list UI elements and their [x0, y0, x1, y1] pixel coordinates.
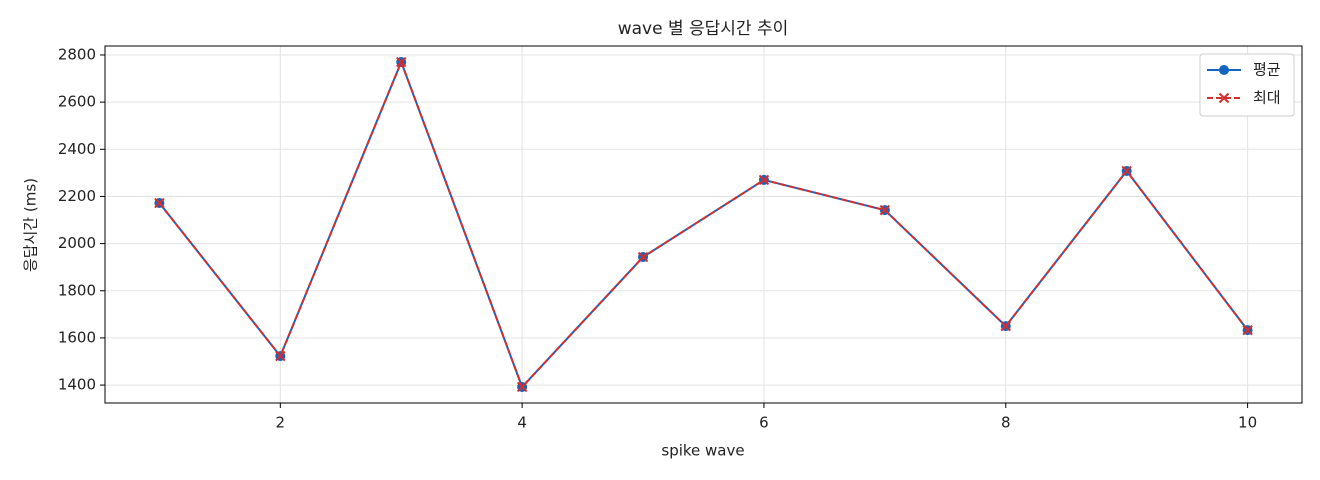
point-marker	[637, 251, 649, 263]
x-axis-label: spike wave	[661, 442, 744, 460]
x-tick-label: 8	[1001, 414, 1011, 432]
series-line	[158, 59, 1249, 389]
x-tick-label: 4	[517, 414, 527, 432]
point-marker	[516, 381, 528, 393]
y-axis-label: 응답시간 (ms)	[22, 178, 40, 272]
point-marker	[879, 204, 891, 216]
y-tick-label: 2200	[58, 187, 96, 205]
legend-label: 최대	[1253, 89, 1281, 107]
point-marker	[1242, 324, 1253, 336]
x-tick-label: 2	[276, 414, 286, 432]
legend-label: 평균	[1253, 61, 1281, 79]
point-marker	[275, 350, 286, 362]
x-tick-label: 10	[1238, 414, 1257, 432]
y-tick-label: 2800	[58, 45, 96, 63]
point-marker	[1000, 320, 1011, 332]
legend-marker	[1218, 92, 1230, 104]
y-tick-label: 2000	[58, 234, 96, 252]
point-marker	[396, 56, 407, 68]
y-tick-label: 2400	[58, 140, 96, 158]
y-tick-label: 1400	[58, 376, 96, 394]
point-marker	[758, 174, 770, 186]
legend-marker	[1219, 65, 1229, 75]
chart-title: wave 별 응답시간 추이	[618, 19, 789, 39]
x-tick-label: 6	[759, 414, 769, 432]
y-tick-label: 2600	[58, 93, 96, 111]
point-marker	[154, 197, 165, 209]
point-marker	[1121, 165, 1132, 177]
plot-frame	[104, 45, 1303, 404]
y-tick-label: 1600	[58, 328, 96, 346]
y-tick-label: 1800	[58, 281, 96, 299]
